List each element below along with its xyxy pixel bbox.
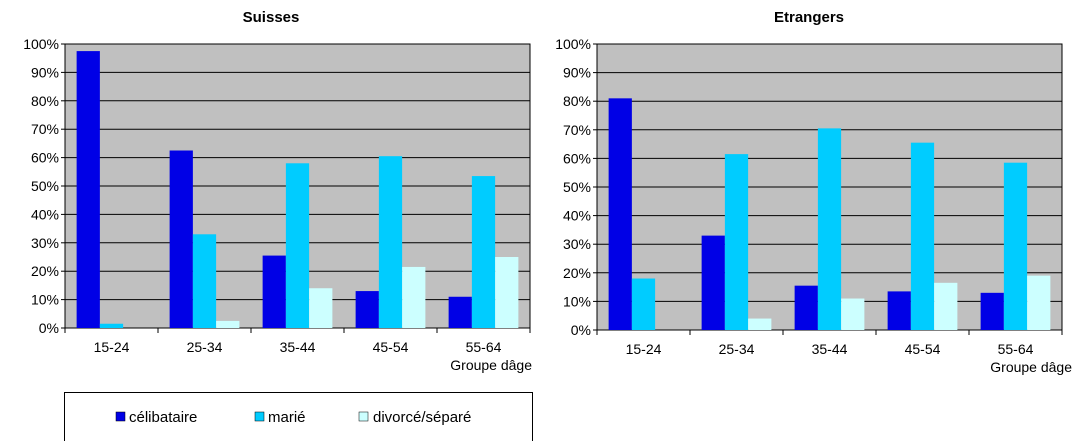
legend-label-divorce: divorcé/séparé <box>373 409 471 426</box>
x-tick-label: 25-34 <box>719 341 755 357</box>
x-tick-label: 25-34 <box>187 339 223 355</box>
bar-marie <box>817 128 842 330</box>
x-tick-label: 35-44 <box>280 339 316 355</box>
bar-marie <box>378 156 403 328</box>
x-tick-label: 55-64 <box>466 339 502 355</box>
bar-divorce <box>495 257 519 328</box>
chart-title: Suisses <box>243 9 300 26</box>
bar-marie <box>724 154 749 330</box>
bar-marie <box>285 163 310 328</box>
bar-celibataire <box>608 98 632 330</box>
x-tick-label: 45-54 <box>373 339 409 355</box>
y-tick-label: 0% <box>571 322 591 338</box>
bar-celibataire <box>355 291 379 328</box>
x-tick-label: 15-24 <box>626 341 662 357</box>
y-tick-label: 50% <box>31 178 59 194</box>
legend-swatch-divorce <box>358 411 369 422</box>
y-tick-label: 20% <box>31 263 59 279</box>
y-tick-label: 100% <box>23 36 59 52</box>
bar-divorce <box>216 320 240 328</box>
bar-divorce <box>402 266 426 328</box>
y-tick-label: 90% <box>31 64 59 80</box>
legend-swatch-celibataire <box>115 411 126 422</box>
y-tick-label: 40% <box>31 206 59 222</box>
y-tick-label: 80% <box>563 93 591 109</box>
bar-celibataire <box>262 255 286 328</box>
y-tick-label: 20% <box>563 265 591 281</box>
y-tick-label: 0% <box>39 320 59 336</box>
bar-marie <box>1003 162 1028 330</box>
bar-marie <box>471 176 496 328</box>
chart-title: Etrangers <box>774 9 844 26</box>
bar-marie <box>910 142 935 330</box>
bar-celibataire <box>169 150 193 328</box>
bar-celibataire <box>76 51 100 328</box>
y-tick-label: 80% <box>31 93 59 109</box>
x-tick-label: 45-54 <box>905 341 941 357</box>
bar-divorce <box>748 318 772 330</box>
y-tick-label: 100% <box>555 36 591 52</box>
legend-swatch-marie <box>254 411 265 422</box>
legend-label-celibataire: célibataire <box>129 409 197 426</box>
y-tick-label: 90% <box>563 65 591 81</box>
y-tick-label: 10% <box>563 293 591 309</box>
x-tick-label: 15-24 <box>94 339 130 355</box>
bar-divorce <box>841 298 865 330</box>
y-tick-label: 30% <box>31 235 59 251</box>
x-axis-label: Groupe dâge <box>990 359 1072 375</box>
bar-celibataire <box>701 235 725 330</box>
chart-etrangers: Etrangers 0% 10% 20% 30% 40% 50% 60% 70% 80% 90% 10… <box>555 9 1072 375</box>
y-tick-label: 50% <box>563 179 591 195</box>
chart-suisses: Suisses 0% 10% 20% 30% 40% 50% 60% 70% 80% 90% 100%… <box>23 9 532 373</box>
bar-celibataire <box>448 296 472 328</box>
legend-box <box>64 392 533 441</box>
bar-marie <box>99 323 124 328</box>
y-tick-label: 40% <box>563 208 591 224</box>
y-tick-label: 60% <box>563 150 591 166</box>
y-tick-label: 70% <box>563 122 591 138</box>
legend: célibataire marié divorcé/séparé <box>64 392 533 441</box>
x-axis-label: Groupe dâge <box>450 357 532 373</box>
bar-celibataire <box>980 292 1004 330</box>
bar-marie <box>631 278 656 330</box>
y-tick-label: 70% <box>31 121 59 137</box>
x-tick-label: 55-64 <box>998 341 1034 357</box>
y-tick-label: 60% <box>31 150 59 166</box>
legend-label-marie: marié <box>268 409 306 426</box>
bar-celibataire <box>887 291 911 330</box>
bar-divorce <box>1027 275 1051 330</box>
y-tick-label: 10% <box>31 292 59 308</box>
y-tick-label: 30% <box>563 236 591 252</box>
bar-divorce <box>934 282 958 330</box>
x-tick-label: 35-44 <box>812 341 848 357</box>
bar-divorce <box>309 288 333 328</box>
bar-marie <box>192 234 217 328</box>
bar-celibataire <box>794 285 818 330</box>
